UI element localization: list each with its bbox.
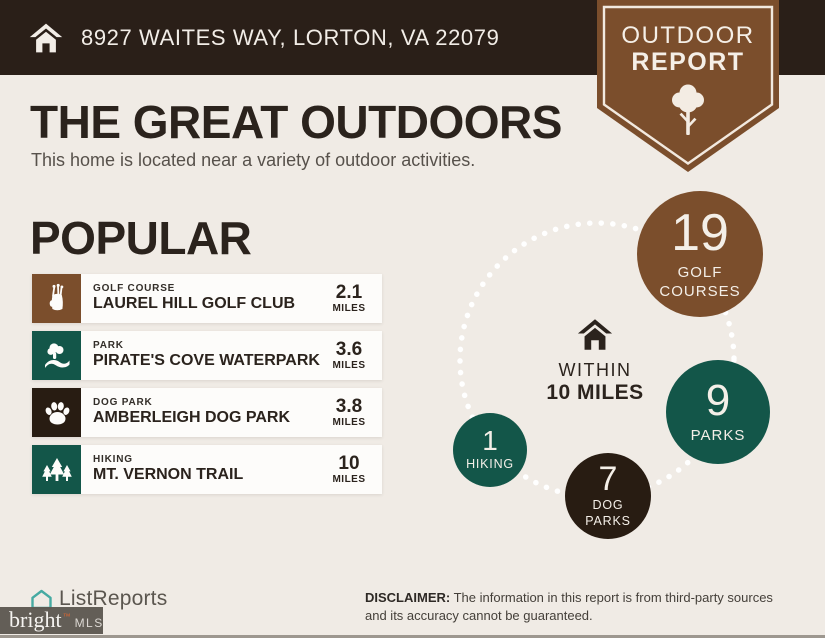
paw-icon [45, 401, 69, 424]
item-category: GOLF COURSE [93, 283, 176, 295]
tree-icon [672, 84, 704, 135]
home-icon [29, 23, 63, 52]
pine-trees-icon [41, 457, 72, 481]
badge-title-line2: REPORT [631, 48, 745, 76]
disclaimer-label: DISCLAIMER: [365, 590, 451, 605]
brightmls-wordmark: bright [9, 607, 62, 632]
within-radius-label: WITHIN 10 MILES [515, 317, 675, 405]
bubble-golf-courses: 19 GOLF COURSES [637, 191, 763, 317]
list-item-golf-course: GOLF COURSE LAUREL HILL GOLF CLUB 2.1 MI… [32, 274, 382, 323]
outdoor-report-badge: OUTDOOR REPORT [597, 0, 779, 172]
card-text: PARK PIRATE'S COVE WATERPARK [93, 340, 325, 370]
radius-bubble-chart: 19 GOLF COURSES 9 PARKS 1 HIKING 7 DOG P… [420, 180, 825, 560]
item-distance: 3.8 MILES [325, 397, 373, 428]
disclaimer-body: The information in this report is from t… [365, 590, 773, 624]
bubble-count: 9 [705, 375, 731, 425]
park-tree-icon [44, 342, 69, 368]
item-name: LAUREL HILL GOLF CLUB [93, 295, 296, 313]
card-body: HIKING MT. VERNON TRAIL 10 MILES [81, 445, 382, 494]
property-address: 8927 WAITES WAY, LORTON, VA 22079 [81, 24, 500, 50]
bubble-hiking: 1 HIKING [453, 413, 527, 487]
item-category: DOG PARK [93, 397, 153, 409]
trademark-symbol: ™ [62, 612, 71, 621]
bubble-count: 7 [598, 460, 618, 499]
card-body: PARK PIRATE'S COVE WATERPARK 3.6 MILES [81, 331, 382, 380]
bubble-label: PARKS [691, 426, 746, 446]
bubble-label-line2: PARKS [585, 514, 631, 528]
card-body: DOG PARK AMBERLEIGH DOG PARK 3.8 MILES [81, 388, 382, 437]
item-name: MT. VERNON TRAIL [93, 466, 244, 484]
list-item-hiking: HIKING MT. VERNON TRAIL 10 MILES [32, 445, 382, 494]
disclaimer-text: DISCLAIMER: The information in this repo… [365, 589, 795, 625]
item-name: AMBERLEIGH DOG PARK [93, 409, 291, 427]
bubble-dog-parks: 7 DOG PARKS [565, 453, 651, 539]
dotted-radius-circle [457, 220, 737, 500]
distance-value: 10 [338, 453, 360, 475]
listreports-wordmark: ListReports [59, 587, 168, 610]
distance-unit: MILES [332, 302, 366, 314]
distance-unit: MILES [332, 473, 366, 485]
bubble-count: 19 [671, 203, 729, 262]
item-distance: 2.1 MILES [325, 283, 373, 314]
brightmls-watermark: bright ™ MLS [0, 607, 103, 634]
bubble-count: 1 [482, 425, 498, 457]
badge-title-line1: OUTDOOR [621, 22, 755, 49]
page-title: THE GREAT OUTDOORS [30, 96, 562, 148]
popular-heading: POPULAR [30, 212, 252, 264]
distance-value: 3.6 [335, 339, 363, 361]
popular-list: GOLF COURSE LAUREL HILL GOLF CLUB 2.1 MI… [32, 274, 382, 494]
item-distance: 3.6 MILES [325, 340, 373, 371]
page-subtitle: This home is located near a variety of o… [31, 150, 476, 170]
list-item-dog-park: DOG PARK AMBERLEIGH DOG PARK 3.8 MILES [32, 388, 382, 437]
bubble-label-line1: PARKS [690, 426, 746, 444]
item-category: PARK [93, 340, 124, 352]
golf-bag-icon [49, 283, 63, 310]
distance-unit: MILES [332, 359, 366, 371]
bubble-label-line1: DOG [592, 498, 624, 513]
dog-park-tile [32, 388, 81, 437]
bubble-label: GOLF COURSES [659, 263, 740, 302]
mls-label: MLS [74, 616, 104, 630]
within-line2: 10 MILES [546, 381, 644, 404]
bubble-label-line1: HIKING [466, 457, 514, 472]
distance-value: 3.8 [335, 396, 363, 418]
card-body: GOLF COURSE LAUREL HILL GOLF CLUB 2.1 MI… [81, 274, 382, 323]
golf-tile [32, 274, 81, 323]
hiking-tile [32, 445, 81, 494]
list-item-park: PARK PIRATE'S COVE WATERPARK 3.6 MILES [32, 331, 382, 380]
distance-value: 2.1 [335, 282, 363, 304]
card-text: GOLF COURSE LAUREL HILL GOLF CLUB [93, 283, 325, 313]
bubble-label: DOG PARKS [585, 498, 630, 529]
bubble-label: HIKING [466, 457, 514, 473]
home-marker-icon [577, 319, 613, 350]
card-text: DOG PARK AMBERLEIGH DOG PARK [93, 397, 325, 427]
distance-unit: MILES [332, 416, 366, 428]
bubble-label-line1: GOLF [677, 263, 723, 281]
bottom-border [0, 635, 825, 638]
item-category: HIKING [93, 454, 133, 466]
within-line1: WITHIN [558, 360, 632, 380]
bubble-parks: 9 PARKS [666, 360, 770, 464]
bubble-label-line2: COURSES [659, 283, 741, 300]
item-distance: 10 MILES [325, 454, 373, 485]
park-tile [32, 331, 81, 380]
item-name: PIRATE'S COVE WATERPARK [93, 352, 320, 370]
card-text: HIKING MT. VERNON TRAIL [93, 454, 325, 484]
